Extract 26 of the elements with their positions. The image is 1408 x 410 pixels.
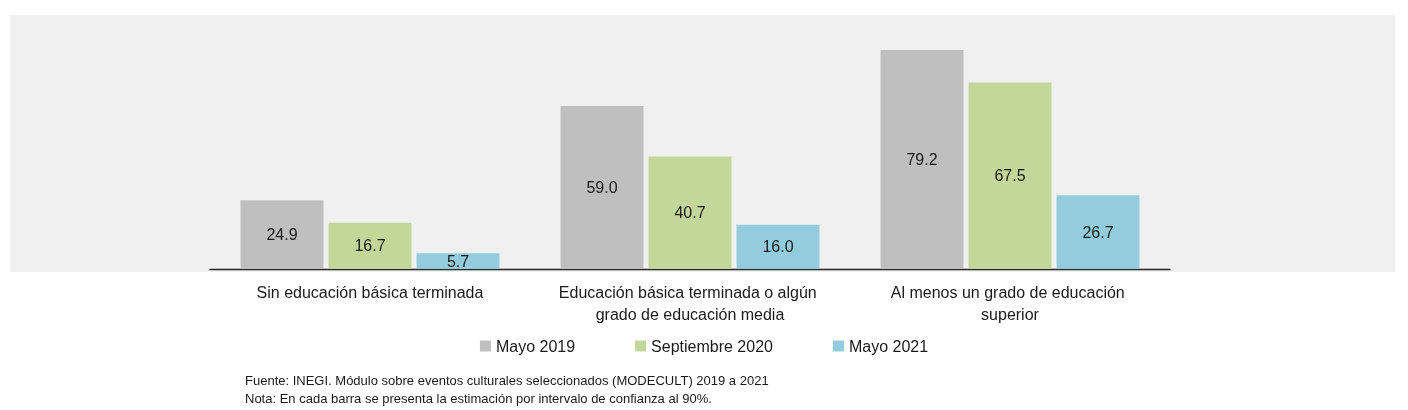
legend-label: Mayo 2021	[848, 337, 929, 355]
text: Nota: En cada barra se presenta la estimación por intervalo de confianza al 90%.	[245, 391, 712, 406]
legend-label: Septiembre 2020	[651, 337, 774, 355]
bar	[736, 224, 820, 269]
bar	[560, 105, 644, 269]
bar	[968, 82, 1052, 269]
source-note: Fuente: INEGI. Módulo sobre eventos culturales seleccionados (MODECULT) 2019 a 2021	[245, 373, 769, 388]
data-label: 59.0	[586, 178, 618, 196]
data-label: 67.5	[994, 167, 1026, 185]
x-tick-label: Sin educación básica terminada	[256, 283, 484, 301]
data-label: 40.7	[674, 204, 706, 222]
bar	[880, 50, 964, 269]
bar	[648, 156, 732, 269]
x-tick-label: Al menos un grado de educación superior	[890, 283, 1130, 323]
data-label: 5.7	[446, 252, 470, 270]
bar	[416, 253, 500, 269]
data-label: 16.0	[762, 238, 794, 256]
data-label: 24.9	[266, 226, 298, 244]
data-label: 26.7	[1082, 223, 1114, 241]
x-tick-label: Educación básica terminada o algún grado de educación media	[558, 283, 822, 323]
bar	[240, 200, 324, 269]
data-label: 16.7	[354, 237, 386, 255]
bar	[1056, 195, 1140, 269]
bar	[328, 222, 412, 269]
legend-label: Mayo 2019	[495, 337, 576, 355]
data-label: 79.2	[906, 151, 938, 169]
